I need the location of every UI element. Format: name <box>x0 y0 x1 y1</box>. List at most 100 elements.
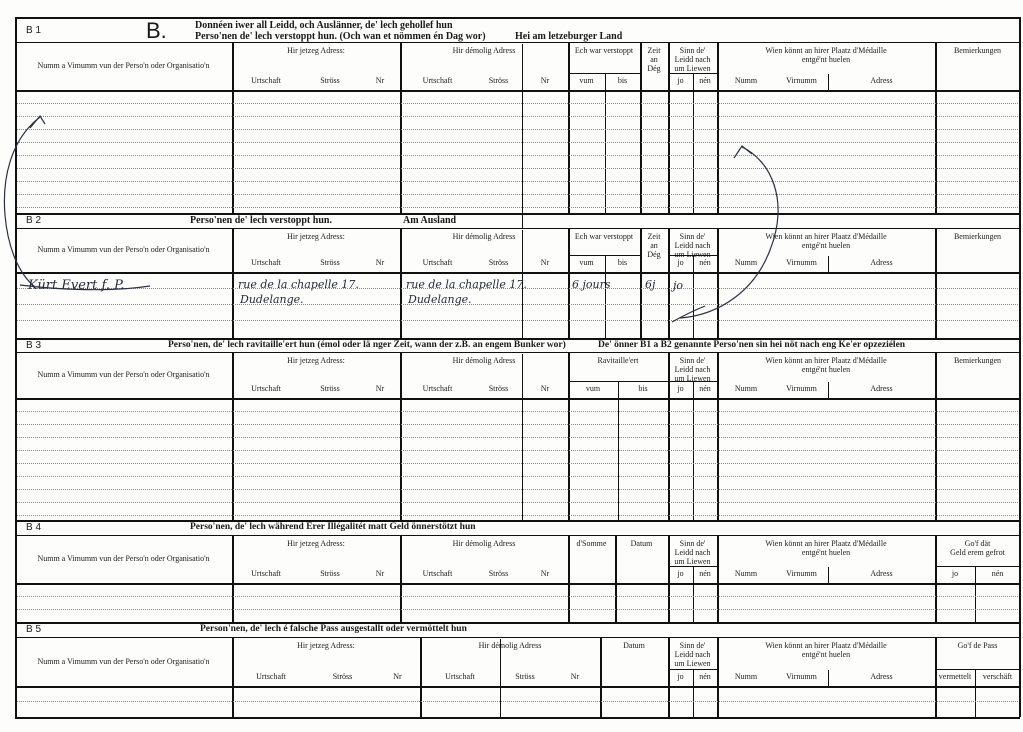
header-column-name: Numm a Vimumm vun der Perso'n oder Organ… <box>37 61 210 70</box>
subheader-surname: Numm <box>734 672 758 681</box>
entry-line <box>17 320 1018 321</box>
column-rule <box>668 42 670 213</box>
header-column-remarks: Bemierkungen <box>953 356 1002 365</box>
column-rule <box>935 352 937 520</box>
column-rule <box>668 352 670 520</box>
column-rule <box>600 637 602 717</box>
form-border-left <box>15 17 17 717</box>
subheader-yes: jo <box>677 258 684 267</box>
handwritten-current-address-2: Dudelange. <box>240 293 304 306</box>
subcolumn-dashed-rule <box>500 639 501 717</box>
subheader-street: Ströss <box>320 76 340 85</box>
subheader-yes: jo <box>677 569 684 578</box>
subcolumn-rule <box>618 382 619 520</box>
subheader-no: nén <box>699 672 711 681</box>
section-title-rule <box>15 228 1020 229</box>
subheader-street: Ströss <box>488 569 509 578</box>
subheader-street: Ströss <box>488 258 509 267</box>
subheader-to: bis <box>617 258 628 267</box>
form-letter: B. <box>146 18 167 43</box>
section-header-rule <box>15 686 1020 688</box>
section-title-extra: De' önner B1 a B2 genannte Perso'nen sin… <box>598 340 906 350</box>
header-column-previous-address: Hir démolig Adress <box>478 641 542 650</box>
section-id: B 1 <box>26 25 42 36</box>
subheader-rule <box>935 566 1020 567</box>
subheader-locality: Urtschaft <box>251 76 281 85</box>
section-id: B 5 <box>26 624 42 635</box>
subcolumn-rule <box>693 670 694 717</box>
subheader-address: Adress <box>870 569 893 578</box>
column-rule <box>568 42 570 213</box>
column-rule <box>232 228 234 338</box>
subheader-locality: Urtschaft <box>422 76 453 85</box>
arrow-left-head-icon <box>29 114 46 129</box>
subheader-firstname: Virnumm <box>786 76 817 85</box>
subcolumn-rule <box>828 670 829 686</box>
section-title: Donnéen iwer all Leidd, och Auslänner, d… <box>195 20 486 42</box>
header-column-remarks: Bemierkungen <box>953 46 1002 55</box>
subheader-rule <box>668 669 717 670</box>
column-rule <box>935 228 937 338</box>
column-rule <box>717 637 719 717</box>
subheader-no: nén <box>699 569 711 578</box>
handwritten-days: 6j <box>645 278 656 291</box>
entry-line <box>17 181 1018 182</box>
header-column-alive: Sinn de' Leidd nach um Liewen <box>674 641 711 668</box>
header-column-current-address: Hir jetzeg Adress: <box>287 232 345 241</box>
header-column-previous-address: Hir démolig Adress <box>452 232 516 241</box>
header-column-name: Numm a Vimumm vun der Perso'n oder Organ… <box>37 554 210 563</box>
subcolumn-rule <box>605 256 606 338</box>
subheader-yes: jo <box>677 76 684 85</box>
section-header-rule <box>15 583 1020 585</box>
subheader-procured: verschäft <box>982 672 1013 681</box>
subheader-locality: Urtschaft <box>422 384 453 393</box>
header-column-sum: d'Somme <box>576 539 607 548</box>
subcolumn-rule <box>828 256 829 272</box>
subheader-address: Adress <box>870 672 893 681</box>
subcolumn-rule <box>828 382 829 398</box>
header-column-date: Datum <box>630 539 653 548</box>
section-title-rule <box>15 535 1020 536</box>
header-column-medal: Wien könnt an hirer Plaatz d'Médaille en… <box>765 232 887 250</box>
form-bottom-rule <box>15 717 1020 719</box>
subcolumn-dashed-rule <box>522 230 523 338</box>
column-rule <box>232 535 234 622</box>
header-column-supplied: Ravitaille'ert <box>597 356 639 365</box>
entry-line <box>17 155 1018 156</box>
subheader-surname: Numm <box>734 384 758 393</box>
section-header-rule <box>15 90 1020 92</box>
subheader-rule <box>668 381 717 382</box>
header-column-days: Zeit an Dég <box>647 232 661 259</box>
subcolumn-rule <box>693 256 694 338</box>
entry-line <box>17 411 1018 412</box>
subheader-no: nén <box>991 569 1004 578</box>
subheader-address: Adress <box>870 76 893 85</box>
entry-line <box>17 437 1018 438</box>
section-title: Perso'nen de' lech verstoppt hun. <box>190 215 332 226</box>
section-top-rule <box>15 17 1020 19</box>
handwritten-alive-yes: jo <box>673 279 684 292</box>
entry-line <box>17 304 1018 305</box>
subheader-nr: Nr <box>375 76 385 85</box>
subheader-locality: Urtschaft <box>445 672 475 681</box>
column-rule <box>568 228 570 338</box>
subheader-locality: Urtschaft <box>251 258 281 267</box>
column-rule <box>615 535 617 622</box>
header-column-remarks: Bemierkungen <box>953 232 1002 241</box>
subcolumn-rule <box>828 74 829 90</box>
subheader-locality: Urtschaft <box>251 384 281 393</box>
entry-line <box>17 142 1018 143</box>
subheader-address: Adress <box>870 258 893 267</box>
header-column-medal: Wien könnt an hirer Plaatz d'Médaille en… <box>765 539 887 557</box>
underline-stroke-icon <box>19 284 151 291</box>
subheader-street: Ströss <box>488 76 509 85</box>
subheader-surname: Numm <box>734 258 758 267</box>
column-rule <box>717 352 719 520</box>
entry-line <box>17 288 1018 289</box>
entry-line <box>17 168 1018 169</box>
handwritten-hidden-from: 6 jours <box>572 278 611 291</box>
handwritten-previous-address-1: rue de la chapelle 17. <box>406 278 527 291</box>
header-column-money-back: Go'f dät Geld erem gefrot <box>950 539 1005 557</box>
